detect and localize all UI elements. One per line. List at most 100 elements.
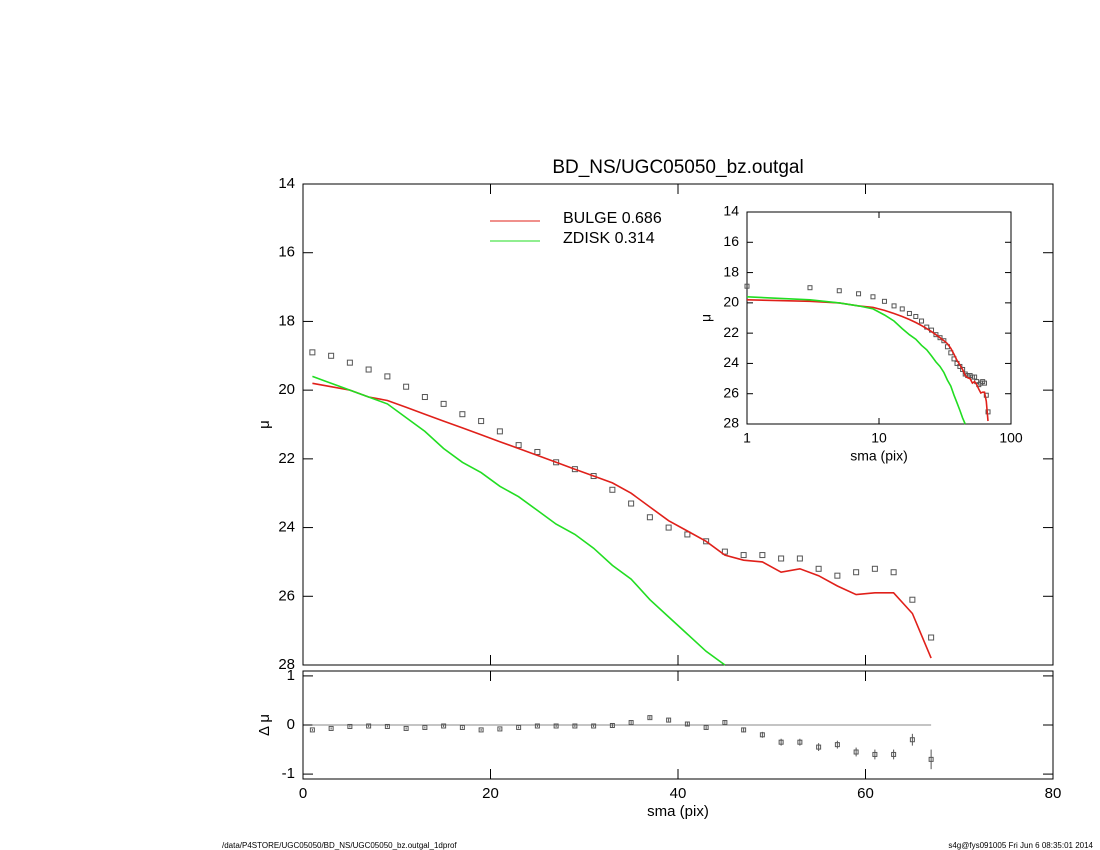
data-point bbox=[834, 572, 841, 579]
data-point bbox=[759, 552, 766, 559]
data-point bbox=[815, 565, 822, 572]
data-point bbox=[796, 555, 803, 562]
residual-point bbox=[628, 720, 634, 726]
data-point bbox=[740, 552, 747, 559]
residual-point bbox=[609, 722, 615, 728]
data-point bbox=[928, 634, 935, 641]
model-line bbox=[312, 382, 932, 659]
residual-point bbox=[422, 724, 428, 730]
y-axis-label: μ bbox=[698, 314, 714, 322]
residual-point bbox=[366, 723, 372, 729]
y-tick-label: 24 bbox=[723, 354, 739, 370]
x-tick-label: 60 bbox=[857, 785, 874, 802]
data-point bbox=[919, 318, 925, 324]
data-point bbox=[478, 418, 485, 425]
x-tick-label: 40 bbox=[670, 785, 687, 802]
y-tick-label: -1 bbox=[282, 765, 295, 782]
data-point bbox=[609, 486, 616, 493]
data-point bbox=[891, 303, 897, 309]
residual-point bbox=[516, 724, 522, 730]
residual-point bbox=[666, 717, 672, 723]
x-axis-label: sma (pix) bbox=[647, 803, 709, 820]
data-point bbox=[553, 459, 560, 466]
data-point bbox=[421, 394, 428, 401]
data-point bbox=[807, 285, 813, 291]
x-tick-label: 0 bbox=[299, 785, 307, 802]
residual-point bbox=[497, 726, 503, 732]
data-point bbox=[440, 400, 447, 407]
y-tick-label: 22 bbox=[723, 324, 739, 340]
data-point bbox=[890, 569, 897, 576]
y-tick-label: 26 bbox=[278, 587, 295, 604]
residual-point bbox=[328, 725, 334, 731]
data-point bbox=[571, 466, 578, 473]
data-point bbox=[744, 283, 750, 289]
model-line bbox=[746, 299, 989, 422]
data-point bbox=[937, 335, 943, 341]
residual-point bbox=[816, 744, 822, 750]
residual-point bbox=[684, 721, 690, 727]
residual-point bbox=[384, 723, 390, 729]
y-tick-label: 22 bbox=[278, 450, 295, 467]
data-point bbox=[856, 291, 862, 297]
model-line bbox=[746, 296, 966, 425]
data-point bbox=[328, 352, 335, 359]
y-tick-label: 20 bbox=[723, 294, 739, 310]
data-point bbox=[933, 332, 939, 338]
residual-point bbox=[478, 727, 484, 733]
residual-point bbox=[403, 725, 409, 731]
data-point bbox=[982, 380, 988, 386]
y-tick-label: 16 bbox=[278, 244, 295, 261]
data-point bbox=[871, 565, 878, 572]
data-point bbox=[496, 428, 503, 435]
y-axis-label: Δ μ bbox=[256, 714, 273, 736]
data-point bbox=[628, 500, 635, 507]
x-tick-label: 10 bbox=[871, 430, 887, 446]
data-point bbox=[459, 411, 466, 418]
chart-title: BD_NS/UGC05050_bz.outgal bbox=[552, 157, 803, 178]
data-point bbox=[870, 294, 876, 300]
data-point bbox=[881, 298, 887, 304]
data-point bbox=[534, 448, 541, 455]
plot-frame bbox=[746, 211, 1012, 425]
y-tick-label: 1 bbox=[287, 667, 295, 684]
residual-point bbox=[741, 727, 747, 733]
residual-point bbox=[778, 739, 784, 745]
x-tick-label: 1 bbox=[743, 430, 751, 446]
residual-point bbox=[834, 742, 840, 748]
residual-point bbox=[347, 723, 353, 729]
residual-point bbox=[459, 724, 465, 730]
residual-point bbox=[759, 732, 765, 738]
residual-point bbox=[647, 715, 653, 721]
residual-point bbox=[797, 739, 803, 745]
residual-point bbox=[703, 724, 709, 730]
residual-point bbox=[441, 723, 447, 729]
data-point bbox=[853, 569, 860, 576]
residual-point bbox=[909, 737, 915, 743]
y-tick-label: 28 bbox=[278, 656, 295, 673]
data-point bbox=[346, 359, 353, 366]
data-point bbox=[899, 306, 905, 312]
residual-point bbox=[928, 756, 934, 762]
residual-point bbox=[534, 723, 540, 729]
data-point bbox=[972, 374, 978, 380]
footer-right: s4g@fys091005 Fri Jun 6 08:35:01 2014 bbox=[948, 841, 1093, 850]
y-tick-label: 0 bbox=[287, 716, 295, 733]
x-axis-label: sma (pix) bbox=[850, 448, 908, 464]
legend-label: ZDISK 0.314 bbox=[563, 230, 655, 247]
footer-left: /data/P4STORE/UGC05050/BD_NS/UGC05050_bz… bbox=[222, 841, 457, 850]
data-point bbox=[906, 310, 912, 316]
y-tick-label: 14 bbox=[723, 203, 739, 219]
residual-point bbox=[309, 727, 315, 733]
y-tick-label: 26 bbox=[723, 384, 739, 400]
data-point bbox=[665, 524, 672, 531]
x-tick-label: 20 bbox=[482, 785, 499, 802]
y-axis-label: μ bbox=[256, 420, 273, 429]
data-point bbox=[384, 373, 391, 380]
y-tick-label: 18 bbox=[278, 312, 295, 329]
data-point bbox=[309, 349, 316, 356]
y-tick-label: 16 bbox=[723, 233, 739, 249]
residual-point bbox=[553, 723, 559, 729]
data-point bbox=[403, 383, 410, 390]
